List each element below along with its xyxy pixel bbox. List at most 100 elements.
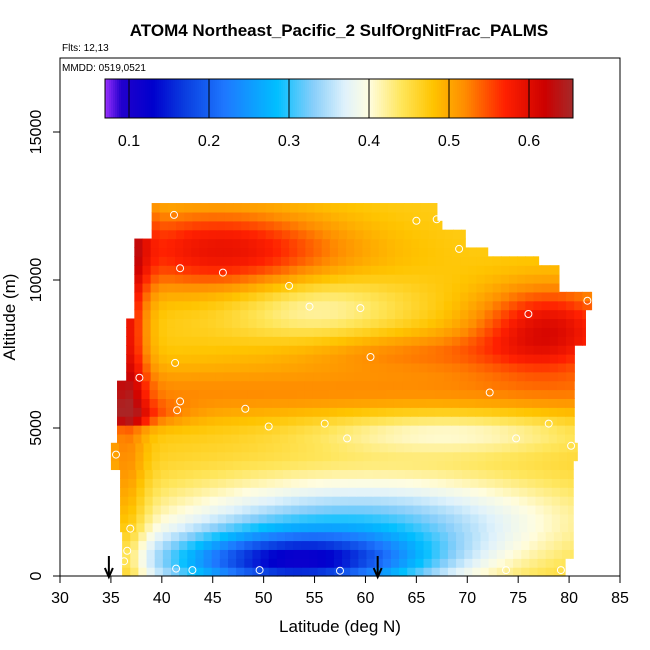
heatmap-cell <box>394 318 404 328</box>
heatmap-cell <box>225 504 235 515</box>
heatmap-cell <box>434 425 444 435</box>
x-tick-label: 70 <box>458 590 476 607</box>
heatmap-cell <box>232 318 241 328</box>
heatmap-cell <box>582 336 586 346</box>
heatmap-cell <box>407 567 416 577</box>
heatmap-cell <box>248 345 258 355</box>
heatmap-cell <box>264 371 274 382</box>
heatmap-cell <box>280 371 290 382</box>
heatmap-cell <box>231 416 240 426</box>
heatmap-cell <box>207 362 217 373</box>
heatmap-cell <box>231 407 240 417</box>
heatmap-cell <box>315 469 325 479</box>
heatmap-cell <box>410 425 419 435</box>
heatmap-cell <box>419 247 429 257</box>
heatmap-cell <box>354 238 363 249</box>
colorbar-segment <box>295 79 298 118</box>
heatmap-cell <box>166 345 176 355</box>
heatmap-cell <box>486 513 496 524</box>
heatmap-cell <box>393 425 403 435</box>
colorbar-segment <box>547 79 550 118</box>
heatmap-cell <box>157 389 167 399</box>
heatmap-cell <box>193 513 203 524</box>
heatmap-cell <box>364 478 374 488</box>
heatmap-cell <box>209 522 219 533</box>
heatmap-cell <box>273 220 283 231</box>
heatmap-cell <box>159 211 169 222</box>
heatmap-cell <box>258 487 268 497</box>
colorbar-segment <box>197 79 200 118</box>
heatmap-cell <box>266 478 276 488</box>
colorbar-segment <box>355 79 358 118</box>
heatmap-cell <box>348 504 357 515</box>
heatmap-cell <box>509 274 518 284</box>
heatmap-cell <box>396 211 405 222</box>
heatmap-cell <box>419 336 429 346</box>
heatmap-cell <box>199 336 209 346</box>
heatmap-cell <box>388 487 398 497</box>
sample-point <box>343 434 352 443</box>
heatmap-cell <box>407 549 416 559</box>
heatmap-cell <box>491 416 501 426</box>
heatmap-cell <box>167 211 177 222</box>
heatmap-cell <box>176 211 185 222</box>
colorbar-segment <box>131 79 134 118</box>
heatmap-cell <box>444 460 454 471</box>
heatmap-cell <box>257 451 267 462</box>
heatmap-cell <box>513 558 522 568</box>
heatmap-cell <box>203 540 213 550</box>
heatmap-cell <box>345 407 354 417</box>
heatmap-cell <box>488 567 498 577</box>
colorbar-segment <box>411 79 414 118</box>
heatmap-cell <box>394 291 404 302</box>
heatmap-cell <box>525 300 535 311</box>
heatmap-cell <box>511 513 520 524</box>
colorbar-segment <box>139 79 142 118</box>
heatmap-cell <box>272 354 282 364</box>
heatmap-cell <box>232 354 241 364</box>
heatmap-cell <box>447 540 457 550</box>
heatmap-cell <box>517 327 526 337</box>
heatmap-cell <box>282 478 292 488</box>
heatmap-cell <box>289 371 298 382</box>
heatmap-cell <box>347 211 356 222</box>
heatmap-cell <box>513 549 522 559</box>
heatmap-cell <box>248 309 258 320</box>
colorbar-segment <box>333 79 336 118</box>
heatmap-cell <box>529 531 539 542</box>
heatmap-cell <box>573 380 575 391</box>
colorbar-segment <box>275 79 278 118</box>
heatmap-cell <box>453 229 462 240</box>
heatmap-cell <box>521 540 530 550</box>
heatmap-cell <box>312 433 322 444</box>
heatmap-cell <box>476 309 486 320</box>
heatmap-cell <box>289 362 298 373</box>
colorbar-segment <box>379 79 382 118</box>
heatmap-cell <box>328 398 338 408</box>
sample-point <box>502 566 510 575</box>
heatmap-cell <box>386 238 396 249</box>
heatmap-cell <box>378 238 388 249</box>
heatmap-cell <box>304 389 314 399</box>
heatmap-cell <box>450 398 460 408</box>
heatmap-cell <box>542 442 552 453</box>
heatmap-cell <box>130 558 139 568</box>
heatmap-cell <box>445 478 455 488</box>
heatmap-cell <box>573 389 575 399</box>
heatmap-cell <box>142 238 152 249</box>
heatmap-cell <box>402 398 411 408</box>
colorbar-segment <box>401 79 404 118</box>
heatmap-cell <box>128 522 137 533</box>
heatmap-cell <box>348 522 357 533</box>
heatmap-cell <box>500 318 510 328</box>
heatmap-cell <box>256 327 266 337</box>
heatmap-cell <box>545 558 555 568</box>
heatmap-cell <box>257 229 267 240</box>
heatmap-cell <box>314 229 324 240</box>
heatmap-cell <box>234 478 243 488</box>
heatmap-cell <box>551 504 561 515</box>
colorbar-segment <box>415 79 418 118</box>
heatmap-cell <box>517 371 526 382</box>
heatmap-cell <box>297 327 306 337</box>
heatmap-cell <box>483 380 493 391</box>
